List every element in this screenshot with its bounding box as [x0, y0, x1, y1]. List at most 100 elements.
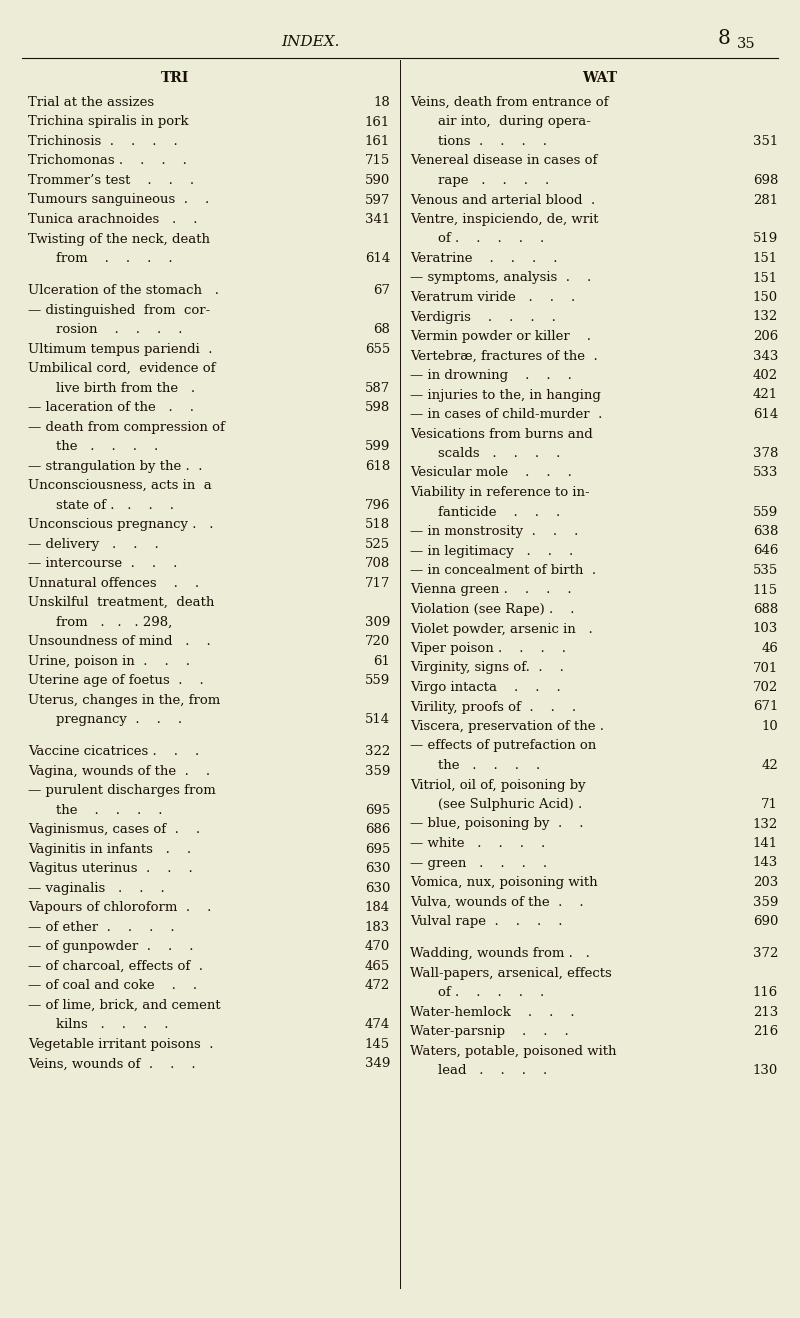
Text: live birth from the   .: live birth from the . [56, 382, 195, 394]
Text: 646: 646 [753, 544, 778, 558]
Text: 690: 690 [753, 915, 778, 928]
Text: 590: 590 [365, 174, 390, 187]
Text: Trichinosis  .    .    .    .: Trichinosis . . . . [28, 134, 178, 148]
Text: 18: 18 [374, 96, 390, 109]
Text: Trichomonas .    .    .    .: Trichomonas . . . . [28, 154, 187, 167]
Text: 614: 614 [753, 409, 778, 420]
Text: 213: 213 [753, 1006, 778, 1019]
Text: — green   .    .    .    .: — green . . . . [410, 857, 547, 870]
Text: Viscera, preservation of the .: Viscera, preservation of the . [410, 720, 604, 733]
Text: 559: 559 [365, 675, 390, 687]
Text: Verdigris    .    .    .    .: Verdigris . . . . [410, 311, 556, 323]
Text: Virgo intacta    .    .    .: Virgo intacta . . . [410, 681, 561, 695]
Text: INDEX.: INDEX. [281, 36, 339, 49]
Text: 203: 203 [753, 876, 778, 890]
Text: 474: 474 [365, 1019, 390, 1032]
Text: rape   .    .    .    .: rape . . . . [438, 174, 550, 187]
Text: 67: 67 [373, 285, 390, 297]
Text: — of lime, brick, and cement: — of lime, brick, and cement [28, 999, 221, 1012]
Text: 151: 151 [753, 272, 778, 285]
Text: Waters, potable, poisoned with: Waters, potable, poisoned with [410, 1045, 617, 1057]
Text: Virginity, signs of.  .    .: Virginity, signs of. . . [410, 662, 564, 675]
Text: 655: 655 [365, 343, 390, 356]
Text: — in concealment of birth  .: — in concealment of birth . [410, 564, 596, 577]
Text: 598: 598 [365, 401, 390, 414]
Text: Vegetable irritant poisons  .: Vegetable irritant poisons . [28, 1037, 214, 1050]
Text: Twisting of the neck, death: Twisting of the neck, death [28, 232, 210, 245]
Text: 216: 216 [753, 1025, 778, 1039]
Text: lead   .    .    .    .: lead . . . . [438, 1064, 547, 1077]
Text: 116: 116 [753, 986, 778, 999]
Text: air into,  during opera-: air into, during opera- [438, 116, 591, 128]
Text: 599: 599 [365, 440, 390, 453]
Text: — in monstrosity  .    .    .: — in monstrosity . . . [410, 525, 578, 538]
Text: 68: 68 [373, 323, 390, 336]
Text: — in drowning    .    .    .: — in drowning . . . [410, 369, 572, 382]
Text: Vesications from burns and: Vesications from burns and [410, 427, 593, 440]
Text: 402: 402 [753, 369, 778, 382]
Text: 695: 695 [365, 842, 390, 855]
Text: tions  .    .    .    .: tions . . . . [438, 134, 547, 148]
Text: 103: 103 [753, 622, 778, 635]
Text: fanticide    .    .    .: fanticide . . . [438, 506, 560, 518]
Text: Viability in reference to in-: Viability in reference to in- [410, 486, 590, 500]
Text: the   .    .    .    .: the . . . . [56, 440, 158, 453]
Text: 686: 686 [365, 824, 390, 837]
Text: — blue, poisoning by  .    .: — blue, poisoning by . . [410, 817, 583, 830]
Text: Vienna green .    .    .    .: Vienna green . . . . [410, 584, 572, 597]
Text: — of gunpowder  .    .    .: — of gunpowder . . . [28, 940, 194, 953]
Text: Veratrine    .    .    .    .: Veratrine . . . . [410, 252, 558, 265]
Text: Veins, death from entrance of: Veins, death from entrance of [410, 96, 609, 109]
Text: 309: 309 [365, 616, 390, 629]
Text: 630: 630 [365, 862, 390, 875]
Text: 132: 132 [753, 817, 778, 830]
Text: 618: 618 [365, 460, 390, 473]
Text: Ultimum tempus pariendi  .: Ultimum tempus pariendi . [28, 343, 213, 356]
Text: Vomica, nux, poisoning with: Vomica, nux, poisoning with [410, 876, 598, 890]
Text: 145: 145 [365, 1037, 390, 1050]
Text: 341: 341 [365, 214, 390, 225]
Text: the    .    .    .    .: the . . . . [56, 804, 162, 817]
Text: the   .    .    .    .: the . . . . [438, 759, 540, 772]
Text: Uterus, changes in the, from: Uterus, changes in the, from [28, 693, 220, 706]
Text: Ulceration of the stomach   .: Ulceration of the stomach . [28, 285, 219, 297]
Text: — delivery   .    .    .: — delivery . . . [28, 538, 158, 551]
Text: Vaginismus, cases of  .    .: Vaginismus, cases of . . [28, 824, 200, 837]
Text: 695: 695 [365, 804, 390, 817]
Text: Vapours of chloroform  .    .: Vapours of chloroform . . [28, 902, 211, 915]
Text: — purulent discharges from: — purulent discharges from [28, 784, 216, 797]
Text: Unskilful  treatment,  death: Unskilful treatment, death [28, 596, 214, 609]
Text: 143: 143 [753, 857, 778, 870]
Text: 42: 42 [762, 759, 778, 772]
Text: (see Sulphuric Acid) .: (see Sulphuric Acid) . [438, 797, 582, 811]
Text: 132: 132 [753, 311, 778, 323]
Text: 378: 378 [753, 447, 778, 460]
Text: Trommer’s test    .    .    .: Trommer’s test . . . [28, 174, 194, 187]
Text: Trial at the assizes: Trial at the assizes [28, 96, 154, 109]
Text: 698: 698 [753, 174, 778, 187]
Text: 470: 470 [365, 940, 390, 953]
Text: 281: 281 [753, 194, 778, 207]
Text: of .    .    .    .    .: of . . . . . [438, 232, 544, 245]
Text: Veratrum viride   .    .    .: Veratrum viride . . . [410, 291, 575, 304]
Text: Vagina, wounds of the  .    .: Vagina, wounds of the . . [28, 764, 210, 778]
Text: Tumours sanguineous  .    .: Tumours sanguineous . . [28, 194, 210, 207]
Text: 71: 71 [761, 797, 778, 811]
Text: rosion    .    .    .    .: rosion . . . . [56, 323, 182, 336]
Text: — distinguished  from  cor-: — distinguished from cor- [28, 303, 210, 316]
Text: 184: 184 [365, 902, 390, 915]
Text: Violation (see Rape) .    .: Violation (see Rape) . . [410, 604, 574, 616]
Text: Vaccine cicatrices .    .    .: Vaccine cicatrices . . . [28, 746, 199, 758]
Text: Violet powder, arsenic in   .: Violet powder, arsenic in . [410, 622, 593, 635]
Text: — injuries to the, in hanging: — injuries to the, in hanging [410, 389, 601, 402]
Text: Water-hemlock    .    .    .: Water-hemlock . . . [410, 1006, 574, 1019]
Text: WAT: WAT [582, 71, 618, 84]
Text: 161: 161 [365, 134, 390, 148]
Text: Unsoundness of mind   .    .: Unsoundness of mind . . [28, 635, 210, 648]
Text: kilns   .    .    .    .: kilns . . . . [56, 1019, 169, 1032]
Text: — in cases of child-murder  .: — in cases of child-murder . [410, 409, 602, 420]
Text: Veins, wounds of  .    .    .: Veins, wounds of . . . [28, 1057, 196, 1070]
Text: 559: 559 [753, 506, 778, 518]
Text: 702: 702 [753, 681, 778, 695]
Text: 597: 597 [365, 194, 390, 207]
